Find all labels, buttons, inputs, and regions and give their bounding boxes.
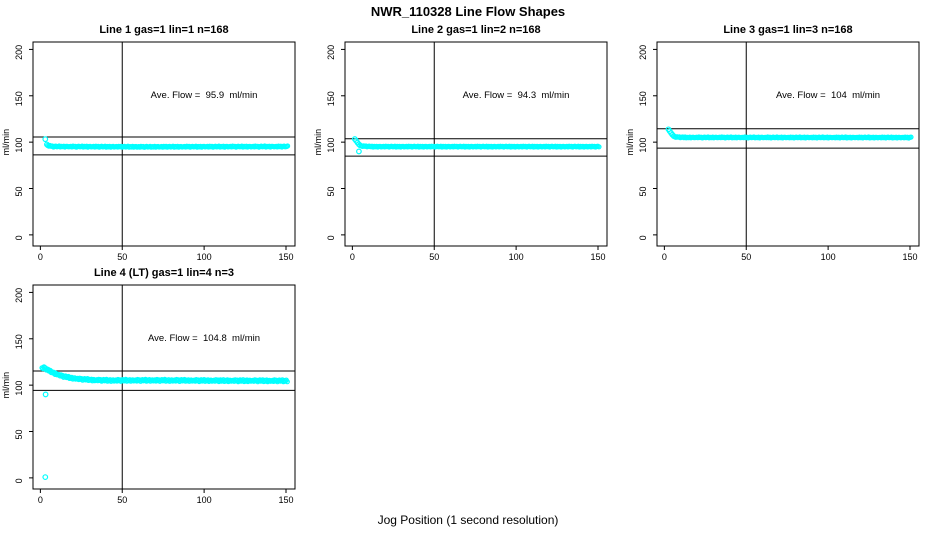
data-points: [351, 136, 602, 155]
panel-title: Line 3 gas=1 lin=3 n=168: [723, 24, 853, 36]
data-points: [39, 364, 290, 481]
svg-text:50: 50: [326, 187, 336, 197]
y-axis-label: ml/min: [1, 372, 11, 399]
figure-xlabel: Jog Position (1 second resolution): [377, 513, 559, 527]
figure-title: NWR_110328 Line Flow Shapes: [370, 4, 566, 19]
reference-lines: [33, 285, 295, 489]
axes: [29, 284, 296, 493]
axis-tick-labels: 0 50 100 150 0 50 100 150 200 ml/min: [313, 45, 606, 262]
svg-text:50: 50: [741, 252, 751, 262]
axis-tick-labels: 0 50 100 150 0 50 100 150 200 ml/min: [1, 45, 294, 262]
svg-text:100: 100: [509, 252, 524, 262]
svg-text:0: 0: [38, 252, 43, 262]
svg-text:150: 150: [278, 252, 293, 262]
empty-cell: [624, 265, 936, 508]
svg-text:0: 0: [14, 478, 24, 483]
svg-text:100: 100: [14, 381, 24, 396]
svg-text:200: 200: [14, 288, 24, 303]
panel-line-2: Line 2 gas=1 lin=2 n=168 0 50 100 150 0 50 100…: [312, 22, 624, 265]
svg-text:0: 0: [350, 252, 355, 262]
axes: [341, 41, 608, 250]
svg-text:200: 200: [638, 45, 648, 60]
ave-flow-annotation: Ave. Flow = 104.8 ml/min: [147, 333, 261, 344]
panel-line-1: Line 1 gas=1 lin=1 n=168 0 50 100 150 0 50 100…: [0, 22, 312, 265]
svg-text:0: 0: [662, 252, 667, 262]
svg-text:0: 0: [326, 235, 336, 240]
svg-text:100: 100: [14, 138, 24, 153]
y-axis-label: ml/min: [1, 129, 11, 156]
svg-text:150: 150: [278, 495, 293, 505]
y-axis-label: ml/min: [625, 129, 635, 156]
panel-4-plot: 0 50 100 150 0 50 100 150 200 ml/min: [1, 284, 296, 505]
axes: [29, 41, 296, 250]
reference-lines: [33, 42, 295, 246]
panel-3-plot: 0 50 100 150 0 50 100 150 200 ml/min: [625, 41, 920, 262]
data-points: [665, 126, 914, 141]
panel-line-4: Line 4 (LT) gas=1 lin=4 n=3 0 50 100 150 0 50…: [0, 265, 312, 508]
ave-flow-annotation: Ave. Flow = 104 ml/min: [775, 90, 881, 101]
svg-text:150: 150: [326, 91, 336, 106]
svg-text:100: 100: [197, 495, 212, 505]
axes: [653, 41, 920, 250]
panel-title: Line 4 (LT) gas=1 lin=4 n=3: [93, 267, 235, 279]
svg-text:50: 50: [14, 430, 24, 440]
svg-text:50: 50: [117, 495, 127, 505]
svg-text:150: 150: [590, 252, 605, 262]
panel-1-plot: 0 50 100 150 0 50 100 150 200 ml/min: [1, 41, 296, 262]
svg-text:150: 150: [902, 252, 917, 262]
empty-cell: [312, 265, 624, 508]
axis-tick-labels: 0 50 100 150 0 50 100 150 200 ml/min: [625, 45, 918, 262]
panel-grid: Line 1 gas=1 lin=1 n=168 0 50 100 150 0 50 100…: [0, 22, 936, 508]
svg-text:0: 0: [14, 235, 24, 240]
svg-text:200: 200: [326, 45, 336, 60]
axis-tick-labels: 0 50 100 150 0 50 100 150 200 ml/min: [1, 288, 294, 505]
ave-flow-annotation: Ave. Flow = 95.9 ml/min: [150, 90, 258, 101]
svg-text:0: 0: [638, 235, 648, 240]
panel-line-3: Line 3 gas=1 lin=3 n=168 0 50 100 150 0 50 100…: [624, 22, 936, 265]
svg-text:100: 100: [638, 138, 648, 153]
svg-text:50: 50: [14, 187, 24, 197]
svg-text:0: 0: [38, 495, 43, 505]
svg-text:100: 100: [821, 252, 836, 262]
svg-text:150: 150: [14, 334, 24, 349]
svg-text:50: 50: [117, 252, 127, 262]
data-points: [42, 136, 291, 150]
reference-lines: [657, 42, 919, 246]
ave-flow-annotation: Ave. Flow = 94.3 ml/min: [462, 90, 570, 101]
y-axis-label: ml/min: [313, 129, 323, 156]
svg-text:150: 150: [14, 91, 24, 106]
svg-text:100: 100: [326, 138, 336, 153]
svg-text:50: 50: [638, 187, 648, 197]
svg-text:50: 50: [429, 252, 439, 262]
svg-text:100: 100: [197, 252, 212, 262]
svg-text:150: 150: [638, 91, 648, 106]
panel-title: Line 2 gas=1 lin=2 n=168: [411, 24, 541, 36]
panel-2-plot: 0 50 100 150 0 50 100 150 200 ml/min: [313, 41, 608, 262]
svg-text:200: 200: [14, 45, 24, 60]
panel-title: Line 1 gas=1 lin=1 n=168: [99, 24, 229, 36]
